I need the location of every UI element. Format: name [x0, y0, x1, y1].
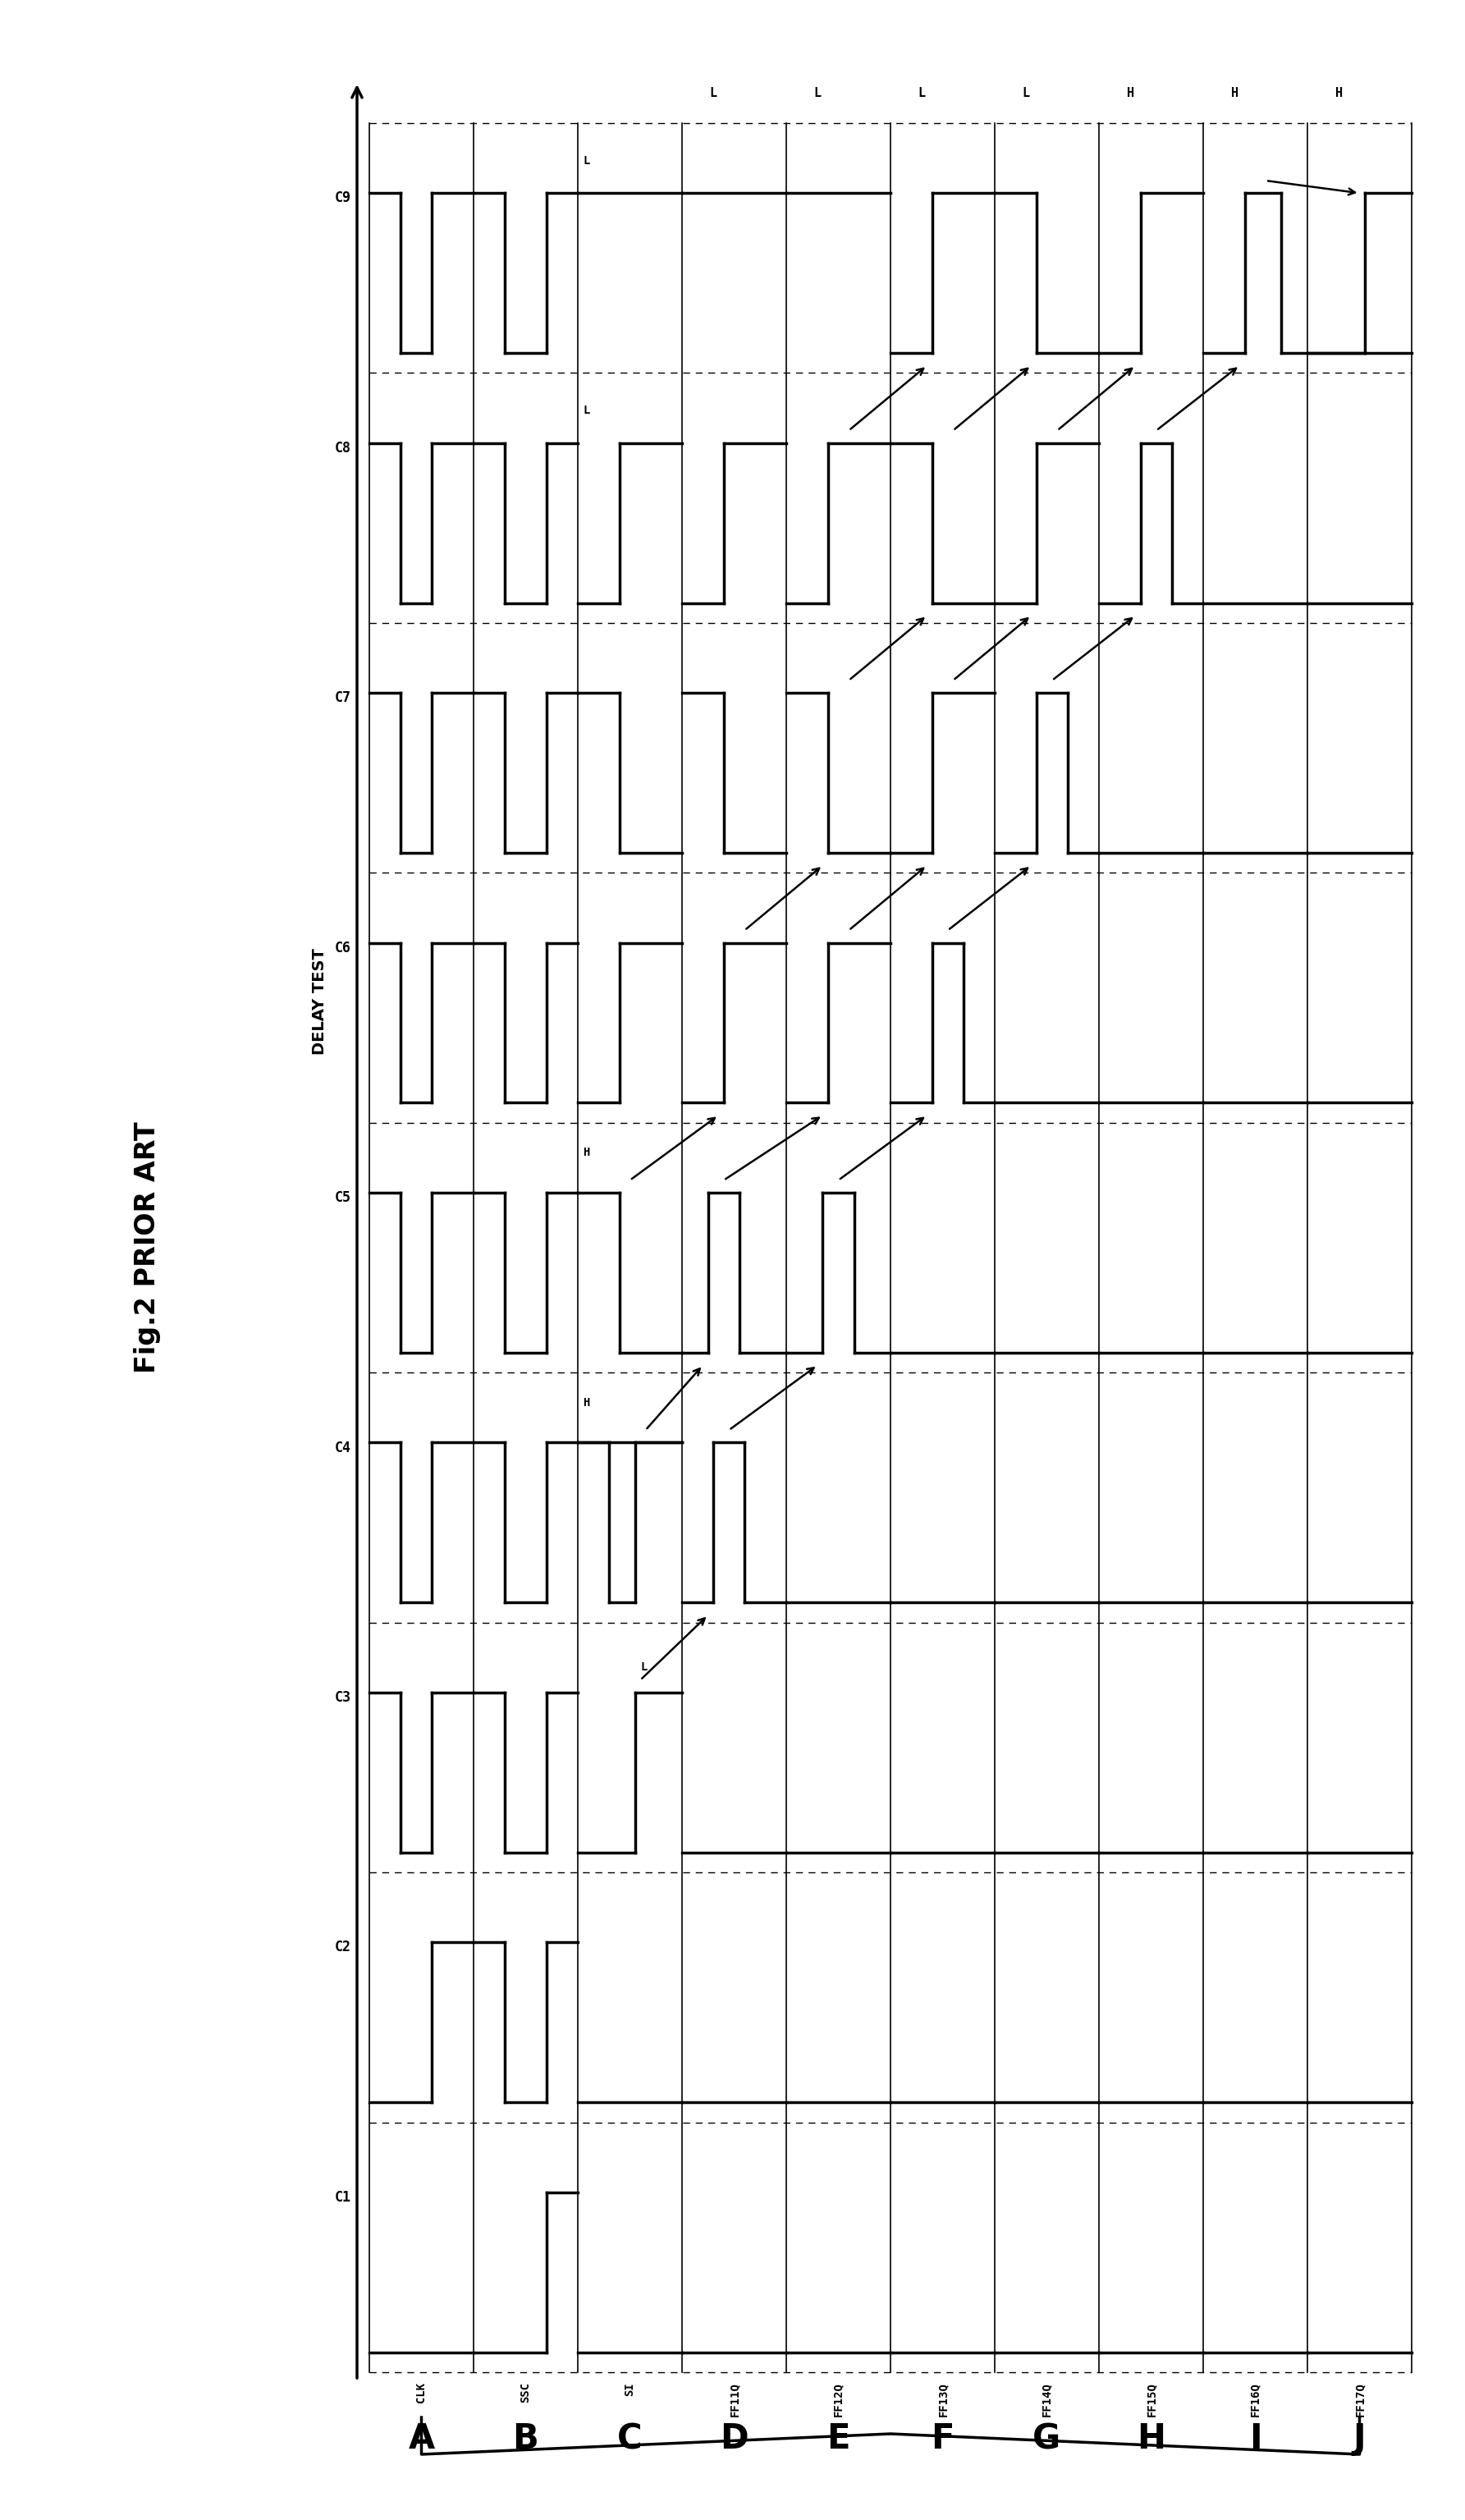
Text: F: F [930, 2422, 954, 2457]
Text: FF12Q: FF12Q [832, 2381, 844, 2417]
Text: DELAY TEST: DELAY TEST [312, 948, 328, 1056]
Text: FF11Q: FF11Q [728, 2381, 740, 2417]
Text: H: H [583, 1147, 590, 1159]
Text: L: L [1023, 88, 1030, 98]
Text: C8: C8 [335, 441, 352, 456]
Text: FF17Q: FF17Q [1354, 2381, 1365, 2417]
Text: FF14Q: FF14Q [1042, 2381, 1052, 2417]
Text: C2: C2 [335, 1940, 352, 1956]
Text: C5: C5 [335, 1189, 352, 1205]
Text: H: H [1335, 88, 1342, 98]
Text: C3: C3 [335, 1691, 352, 1706]
Text: I: I [1248, 2422, 1261, 2457]
Text: L: L [709, 88, 716, 98]
Text: FF15Q: FF15Q [1146, 2381, 1157, 2417]
Text: CLK: CLK [416, 2381, 428, 2402]
Text: C6: C6 [335, 940, 352, 955]
Text: L: L [919, 88, 926, 98]
Text: A: A [409, 2422, 435, 2457]
Text: J: J [1354, 2422, 1365, 2457]
Text: E: E [826, 2422, 850, 2457]
Text: L: L [583, 154, 590, 166]
Text: C: C [617, 2422, 643, 2457]
Text: C7: C7 [335, 690, 352, 706]
Text: SSC: SSC [520, 2381, 532, 2402]
Text: L: L [583, 406, 590, 416]
Text: H: H [583, 1396, 590, 1409]
Text: C9: C9 [335, 192, 352, 207]
Text: FF13Q: FF13Q [936, 2381, 948, 2417]
Text: L: L [813, 88, 822, 98]
Text: H: H [1137, 2422, 1166, 2457]
Text: B: B [513, 2422, 539, 2457]
Text: FF16Q: FF16Q [1250, 2381, 1261, 2417]
Text: D: D [719, 2422, 749, 2457]
Text: C4: C4 [335, 1441, 352, 1454]
Text: H: H [1127, 88, 1134, 98]
Text: H: H [1231, 88, 1238, 98]
Text: G: G [1033, 2422, 1061, 2457]
Text: SI: SI [624, 2381, 636, 2397]
Text: Fig.2 PRIOR ART: Fig.2 PRIOR ART [135, 1121, 161, 1373]
Text: C1: C1 [335, 2190, 352, 2205]
Text: L: L [640, 1661, 648, 1673]
